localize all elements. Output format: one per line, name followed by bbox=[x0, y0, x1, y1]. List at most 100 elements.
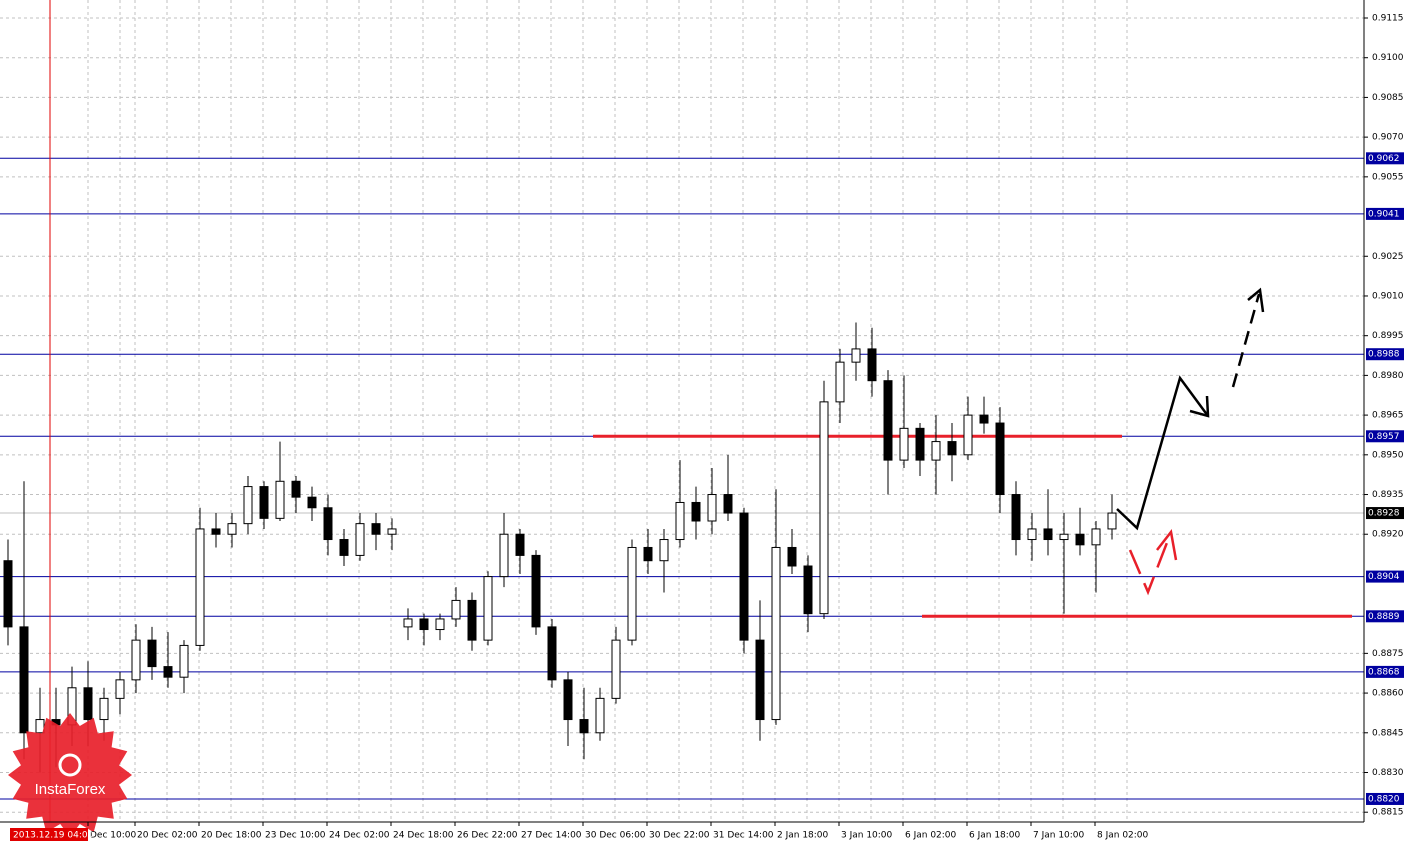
x-tick-label: 24 Dec 02:00 bbox=[329, 831, 390, 841]
candle-body bbox=[195, 528, 205, 646]
level-box bbox=[1366, 610, 1404, 623]
candle-body bbox=[803, 565, 813, 615]
forecast-alt-path bbox=[1128, 539, 1170, 596]
forecast bbox=[1116, 287, 1265, 596]
candle-body bbox=[147, 639, 157, 668]
y-tick-label: 0.9010 bbox=[1372, 291, 1404, 301]
y-tick-label: 0.8965 bbox=[1372, 411, 1404, 421]
y-tick-label: 0.8845 bbox=[1372, 728, 1404, 738]
candle-body bbox=[1107, 512, 1117, 530]
candle-body bbox=[435, 618, 445, 631]
candle-body bbox=[787, 546, 797, 567]
levels bbox=[0, 157, 1364, 800]
y-tick-label: 0.9070 bbox=[1372, 133, 1404, 143]
candle-body bbox=[979, 414, 989, 424]
candle-body bbox=[3, 560, 13, 628]
level-label: 0.9062 bbox=[1368, 154, 1400, 164]
candle-body bbox=[483, 576, 493, 641]
y-tick-label: 0.9085 bbox=[1372, 93, 1404, 103]
forecast-arrow bbox=[1189, 395, 1210, 418]
y-tick-label: 0.8830 bbox=[1372, 768, 1404, 778]
candle-body bbox=[995, 422, 1005, 496]
candle-body bbox=[691, 501, 701, 522]
y-tick-label: 0.8980 bbox=[1372, 371, 1404, 381]
candle-body bbox=[1011, 494, 1021, 541]
cursor-time-label: 2013.12.19 04:00 bbox=[13, 831, 94, 841]
candle-body bbox=[947, 441, 957, 456]
candle-body bbox=[419, 618, 429, 631]
level-box bbox=[1366, 665, 1404, 678]
candle-body bbox=[579, 719, 589, 734]
candle-body bbox=[1091, 528, 1101, 546]
y-tick-label: 0.9100 bbox=[1372, 53, 1404, 63]
current-price-box bbox=[1366, 507, 1404, 520]
y-tick-label: 0.9055 bbox=[1372, 172, 1404, 182]
logo-text: InstaForex bbox=[35, 781, 106, 798]
current-price-label: 0.8928 bbox=[1368, 509, 1400, 519]
level-label: 0.8868 bbox=[1368, 667, 1400, 677]
candle-body bbox=[675, 501, 685, 541]
candle-body bbox=[211, 528, 221, 535]
x-tick-label: 2 Jan 18:00 bbox=[777, 831, 829, 841]
candle-body bbox=[243, 486, 253, 525]
forecast-arrow bbox=[1247, 287, 1265, 313]
candle-body bbox=[707, 494, 717, 522]
candle-body bbox=[83, 687, 93, 721]
candle-body bbox=[963, 414, 973, 456]
candle-body bbox=[915, 427, 925, 461]
x-tick-label: 24 Dec 18:00 bbox=[393, 831, 454, 841]
candle-body bbox=[1059, 533, 1069, 541]
candle-body bbox=[867, 348, 877, 382]
candle-body bbox=[627, 546, 637, 641]
level-box bbox=[1366, 570, 1404, 583]
candle-body bbox=[467, 599, 477, 641]
candle-body bbox=[115, 679, 125, 699]
level-label: 0.8988 bbox=[1368, 350, 1400, 360]
x-tick-label: 6 Jan 02:00 bbox=[905, 831, 957, 841]
y-tick-label: 0.9025 bbox=[1372, 252, 1404, 262]
candle-body bbox=[99, 697, 109, 721]
x-tick-label: 30 Dec 22:00 bbox=[649, 831, 710, 841]
candle-body bbox=[723, 494, 733, 514]
level-label: 0.8957 bbox=[1368, 432, 1400, 442]
y-tick-label: 0.8935 bbox=[1372, 490, 1404, 500]
x-tick-label: Dec 10:00 bbox=[90, 831, 136, 841]
x-tick-label: 27 Dec 14:00 bbox=[521, 831, 582, 841]
logo-icon bbox=[58, 753, 82, 777]
level-box bbox=[1366, 207, 1404, 220]
candle-body bbox=[1027, 528, 1037, 541]
candle-body bbox=[899, 427, 909, 461]
candle-body bbox=[371, 523, 381, 535]
candle-body bbox=[771, 546, 781, 721]
y-tick-label: 0.8875 bbox=[1372, 649, 1404, 659]
candle-body bbox=[259, 486, 269, 519]
level-label: 0.8889 bbox=[1368, 612, 1400, 622]
candle-body bbox=[339, 539, 349, 556]
candle-body bbox=[515, 533, 525, 556]
x-tick-label: 23 Dec 10:00 bbox=[265, 831, 326, 841]
level-label: 0.8820 bbox=[1368, 794, 1400, 804]
level-box bbox=[1366, 430, 1404, 443]
forecast-path bbox=[1116, 375, 1210, 531]
candle-body bbox=[755, 639, 765, 721]
x-tick-label: 20 Dec 18:00 bbox=[201, 831, 262, 841]
x-tick-label: 8 Jan 02:00 bbox=[1097, 831, 1149, 841]
cursor-time-box bbox=[10, 828, 88, 841]
candle-body bbox=[851, 348, 861, 363]
level-label: 0.9041 bbox=[1368, 209, 1400, 219]
candle-body bbox=[643, 546, 653, 562]
candle-body bbox=[931, 441, 941, 461]
y-tick-label: 0.8950 bbox=[1372, 450, 1404, 460]
candle-body bbox=[739, 512, 749, 641]
candle-body bbox=[323, 507, 333, 541]
candle-body bbox=[659, 539, 669, 562]
candle-body bbox=[387, 528, 397, 535]
candle-body bbox=[131, 639, 141, 681]
level-box bbox=[1366, 792, 1404, 805]
candle-body bbox=[499, 533, 509, 578]
candle-body bbox=[547, 626, 557, 681]
x-tick-label: 31 Dec 14:00 bbox=[713, 831, 774, 841]
candle-body bbox=[163, 666, 173, 678]
candle-body bbox=[355, 523, 365, 556]
